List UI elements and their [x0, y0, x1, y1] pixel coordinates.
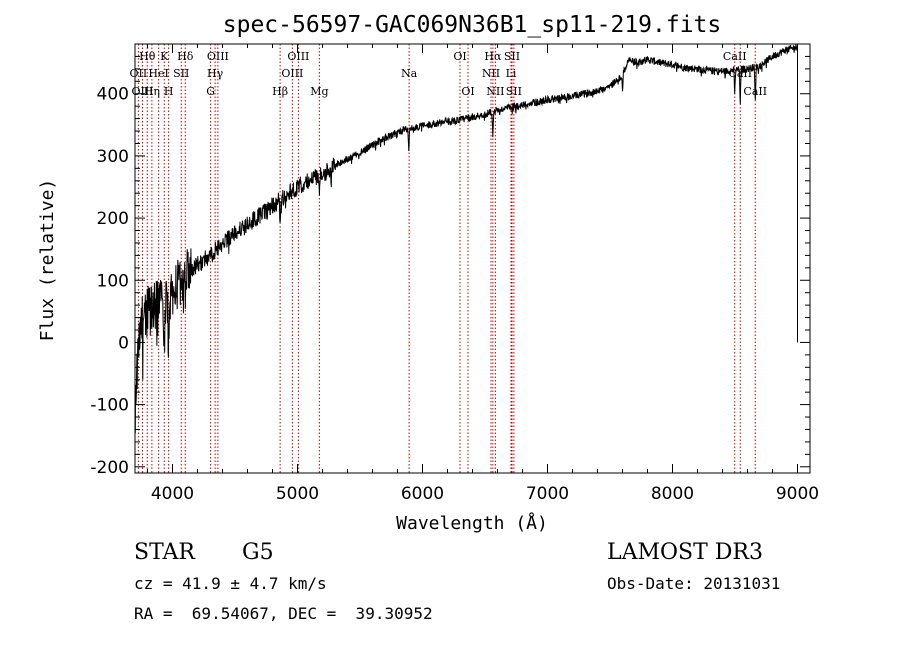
y-axis-label: Flux (relative) [37, 179, 58, 342]
x-tick-label: 8000 [651, 484, 694, 504]
line-label-3: K [160, 50, 169, 63]
object-class: STAR [134, 540, 195, 565]
ra-dec-coordinates: RA = 69.54067, DEC = 39.30952 [134, 604, 433, 623]
line-label-14: Hβ [272, 85, 288, 98]
y-tick-label: -200 [90, 458, 129, 478]
line-label-22: Li [506, 67, 517, 80]
line-label-4: HeI [148, 67, 168, 80]
object-subclass: G5 [242, 540, 274, 565]
line-label-21: NII [482, 67, 500, 80]
line-label-13: OIII [281, 67, 303, 80]
axis-ticks [135, 43, 810, 473]
line-label-18: OI [461, 85, 474, 98]
y-tick-label: 0 [118, 333, 129, 353]
x-axis-label: Wavelength (Å) [396, 512, 548, 534]
x-tick-label: 9000 [776, 484, 819, 504]
y-tick-label: 200 [97, 209, 129, 229]
y-tick-label: 400 [97, 85, 129, 105]
line-label-23: NII [486, 85, 504, 98]
spectrum-series-line [134, 44, 798, 434]
line-label-9: OIII [207, 50, 229, 63]
redshift-cz: cz = 41.9 ± 4.7 km/s [134, 574, 327, 593]
x-tick-label: 7000 [526, 484, 569, 504]
line-label-19: Hα [484, 50, 502, 63]
line-label-20: SII [504, 50, 520, 63]
observation-date: Obs-Date: 20131031 [607, 574, 781, 593]
line-label-17: OI [453, 50, 466, 63]
x-tick-label: 6000 [401, 484, 444, 504]
x-tick-label: 4000 [151, 484, 194, 504]
line-label-11: G [206, 85, 215, 98]
emission-line-labels: Hθ OII OIII K HeI Hη Hδ SII H OIII Hγ G OIII OIII Hβ Mg… [130, 50, 768, 98]
line-label-10: Hγ [207, 67, 224, 80]
line-label-1: OII [130, 67, 148, 80]
y-tick-labels: -200 -100 0 100 200 300 400 [90, 85, 129, 478]
x-tick-labels: 4000 5000 6000 7000 8000 9000 [151, 484, 819, 504]
y-tick-label: 100 [97, 271, 129, 291]
line-label-24: SII [506, 85, 522, 98]
line-label-15: Mg [310, 85, 328, 98]
line-label-5: Hη [144, 85, 160, 98]
emission-line-markers [137, 44, 756, 473]
chart-title: spec-56597-GAC069N36B1_sp11-219.fits [223, 12, 722, 38]
line-label-25: CaII [723, 50, 747, 63]
line-label-0: Hθ [139, 50, 156, 63]
line-label-7: SII [173, 67, 189, 80]
line-label-16: Na [401, 67, 418, 80]
line-label-12: OIII [287, 50, 309, 63]
line-label-2: OIII [131, 85, 153, 98]
y-tick-label: -100 [90, 396, 129, 416]
line-label-8: H [164, 85, 174, 98]
plot-frame [134, 43, 811, 474]
y-tick-label: 300 [97, 147, 129, 167]
line-label-6: Hδ [177, 50, 194, 63]
survey-name: LAMOST DR3 [607, 540, 763, 565]
x-tick-label: 5000 [276, 484, 319, 504]
